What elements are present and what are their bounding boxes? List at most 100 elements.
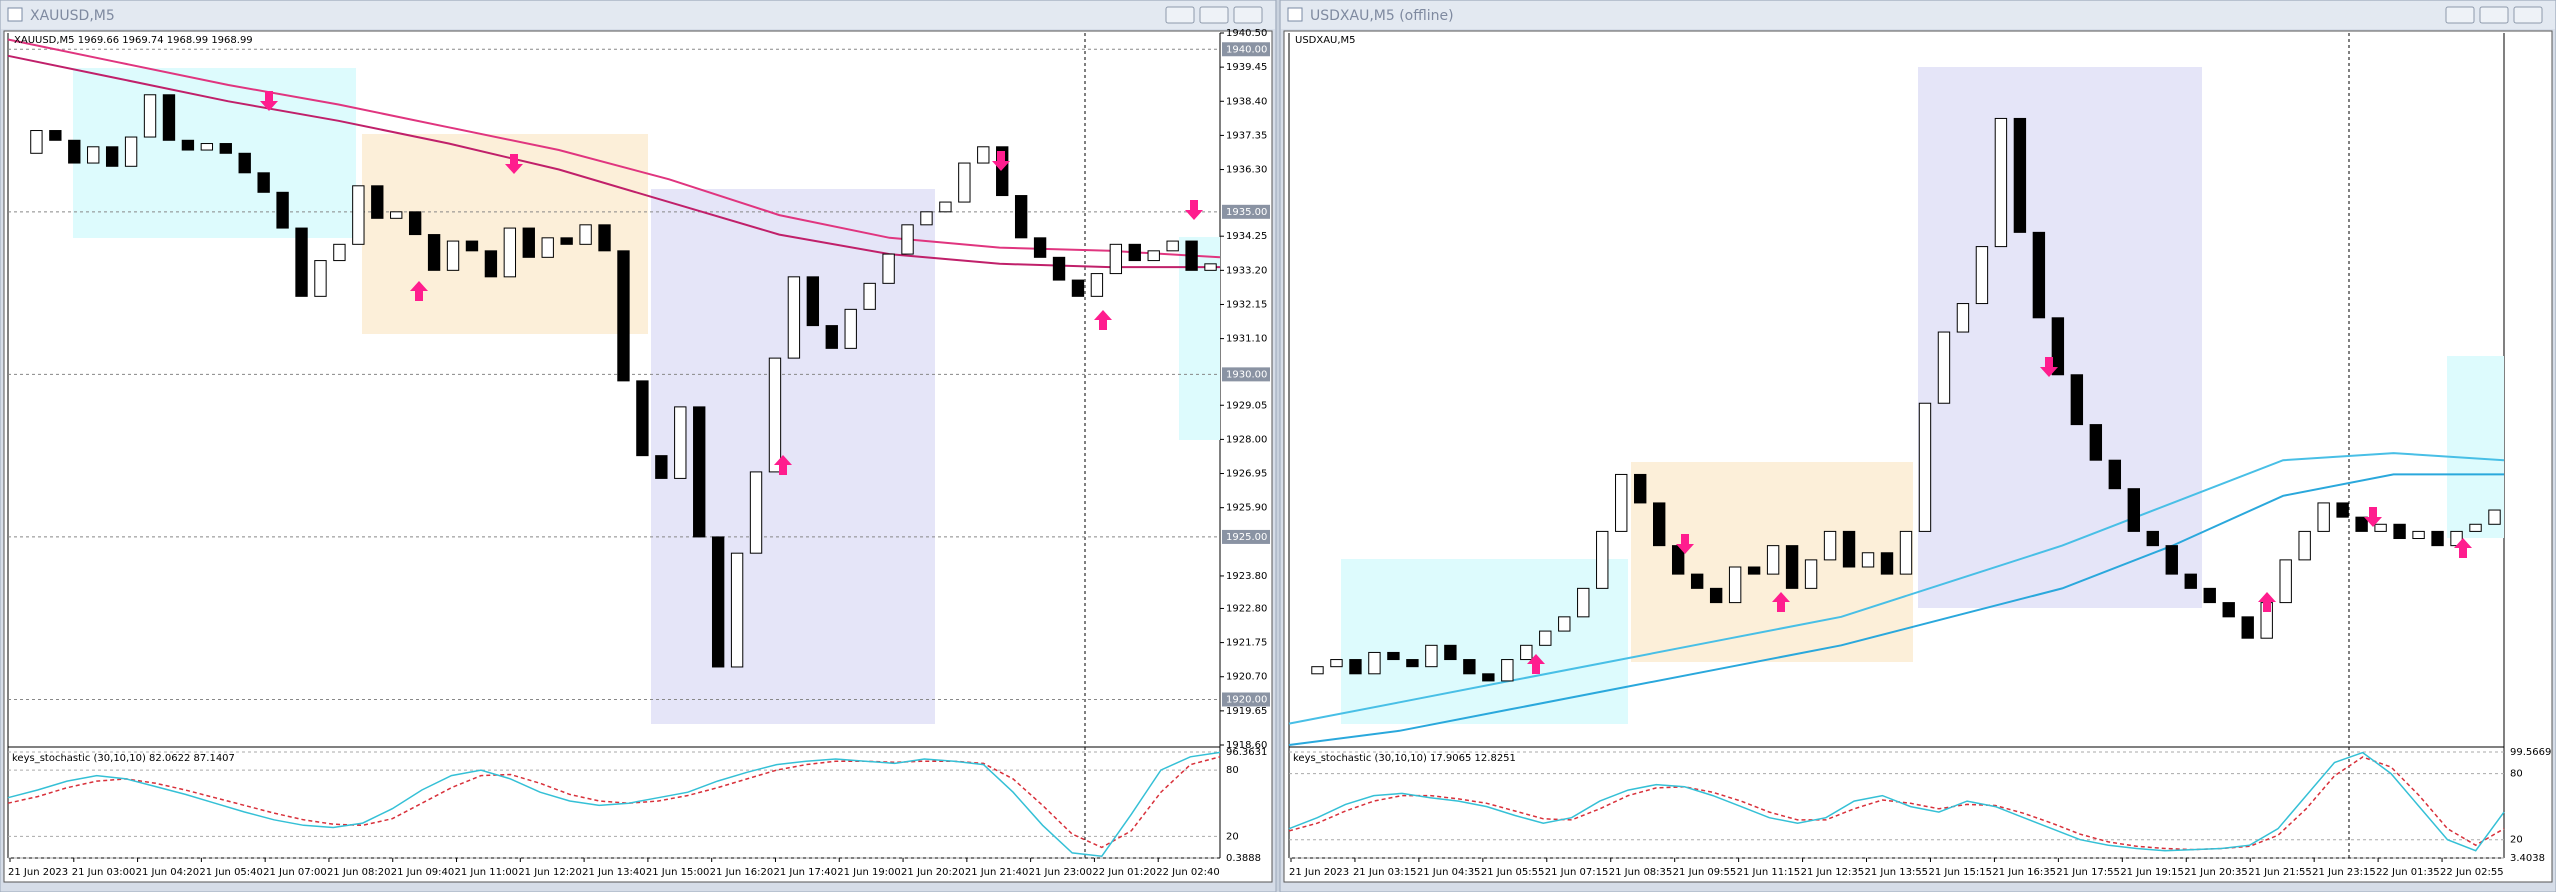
x-tick-label: 21 Jun 15:15 — [1928, 867, 1992, 878]
candle — [844, 308, 857, 349]
candle — [1615, 473, 1628, 532]
level-tag — [1222, 42, 1270, 57]
x-tick-label: 21 Jun 19:15 — [2120, 867, 2184, 878]
candle — [2222, 602, 2235, 618]
candle — [825, 325, 838, 349]
zone-box — [1179, 237, 1220, 440]
candle — [238, 152, 251, 174]
y-tick-label: 1931.10 — [1226, 334, 1267, 345]
title-bar — [1, 1, 1275, 29]
candle — [1861, 552, 1875, 568]
candle — [1109, 243, 1123, 275]
y-tick-label: 1937.35 — [1226, 130, 1267, 141]
x-tick-label: 22 Jun 01:35 — [2376, 867, 2440, 878]
candle — [49, 130, 62, 141]
candle — [2013, 117, 2027, 233]
candle — [371, 185, 384, 219]
x-tick-label: 21 Jun 04:35 — [1417, 867, 1481, 878]
candle — [1899, 530, 1913, 575]
candle — [1558, 616, 1571, 632]
x-tick-label: 21 Jun 05:55 — [1481, 867, 1545, 878]
ma-band — [7, 38, 1221, 259]
y-tick-label: 1928.00 — [1226, 434, 1267, 445]
level-tag — [1222, 529, 1270, 544]
window-button[interactable] — [2513, 6, 2543, 24]
window-icon — [1287, 7, 1303, 22]
y-tick-label: 1940.50 — [1226, 28, 1267, 39]
window-button[interactable] — [2479, 6, 2509, 24]
candle — [1880, 552, 1894, 575]
candle — [749, 471, 763, 554]
level-label: 1930.00 — [1226, 369, 1267, 380]
window-title: XAUUSD,M5 — [30, 8, 115, 24]
candle — [1937, 331, 1951, 404]
x-tick-label: 21 Jun 21:55 — [2248, 867, 2312, 878]
chart-label: USDXAU,M5 — [1295, 35, 1356, 46]
candle — [503, 227, 517, 278]
x-tick-label: 21 Jun 16:20 — [710, 867, 774, 878]
candle — [1709, 587, 1723, 604]
candle — [711, 536, 725, 668]
candle — [1330, 659, 1343, 668]
candle — [2393, 523, 2406, 540]
candle — [181, 139, 195, 151]
signal-arrow-down — [1185, 200, 1203, 220]
x-tick-label: 21 Jun 04:20 — [136, 867, 200, 878]
x-tick-label: 22 Jun 02:40 — [1156, 867, 1220, 878]
candle — [1014, 195, 1028, 239]
y-tick-label: 1939.45 — [1226, 62, 1267, 73]
candle — [2165, 545, 2178, 575]
stoch-tick-label: 3.4038 — [2510, 853, 2545, 864]
window-button[interactable] — [1233, 6, 1263, 24]
candle — [617, 250, 630, 382]
candle — [920, 211, 933, 226]
candle — [522, 227, 535, 258]
candle — [2127, 488, 2140, 532]
candle — [1444, 644, 1457, 661]
candle — [1577, 587, 1590, 618]
candle — [1368, 651, 1381, 675]
candle — [2374, 523, 2387, 532]
x-tick-label: 21 Jun 07:15 — [1545, 867, 1609, 878]
candle — [2279, 559, 2292, 604]
candle — [2412, 530, 2425, 540]
signal-arrow-up — [1527, 654, 1545, 674]
stoch-tick-label: 80 — [1226, 765, 1239, 776]
candle — [958, 162, 971, 203]
signal-arrow-down — [1676, 534, 1694, 554]
stoch-signal — [7, 756, 1221, 849]
x-tick-label: 21 Jun 03:15 — [1353, 867, 1417, 878]
window-button[interactable] — [1165, 6, 1195, 24]
candle — [655, 455, 668, 479]
x-tick-label: 21 Jun 12:35 — [1801, 867, 1865, 878]
signal-arrow-down — [2040, 357, 2058, 377]
stoch-main — [7, 751, 1221, 857]
signal-arrow-up — [1772, 592, 1790, 612]
window-button[interactable] — [1199, 6, 1229, 24]
candle — [560, 237, 573, 245]
candle — [276, 191, 289, 229]
y-tick-label: 1919.65 — [1226, 706, 1267, 717]
signal-arrow-down — [992, 151, 1010, 171]
candle — [1033, 237, 1047, 258]
candle — [1918, 402, 1932, 532]
candle — [2089, 424, 2103, 461]
y-tick-label: 1923.80 — [1226, 571, 1267, 582]
title-bar — [1281, 1, 2555, 29]
level-label: 1920.00 — [1226, 694, 1267, 705]
y-tick-label: 1921.75 — [1226, 638, 1267, 649]
candle — [1634, 473, 1647, 504]
candle — [68, 139, 81, 164]
candle — [730, 552, 744, 668]
candle — [1539, 630, 1552, 646]
zone-box — [2447, 356, 2504, 538]
stoch-tick-label: 80 — [2510, 769, 2523, 780]
level-label: 1940.00 — [1226, 44, 1267, 55]
stoch-tick-label: 96.3631 — [1226, 747, 1267, 758]
candle — [2488, 509, 2501, 525]
window-button[interactable] — [2445, 6, 2475, 24]
ma-band — [1288, 473, 2504, 746]
candle — [882, 253, 895, 284]
candle — [863, 282, 876, 310]
candle — [996, 146, 1009, 197]
